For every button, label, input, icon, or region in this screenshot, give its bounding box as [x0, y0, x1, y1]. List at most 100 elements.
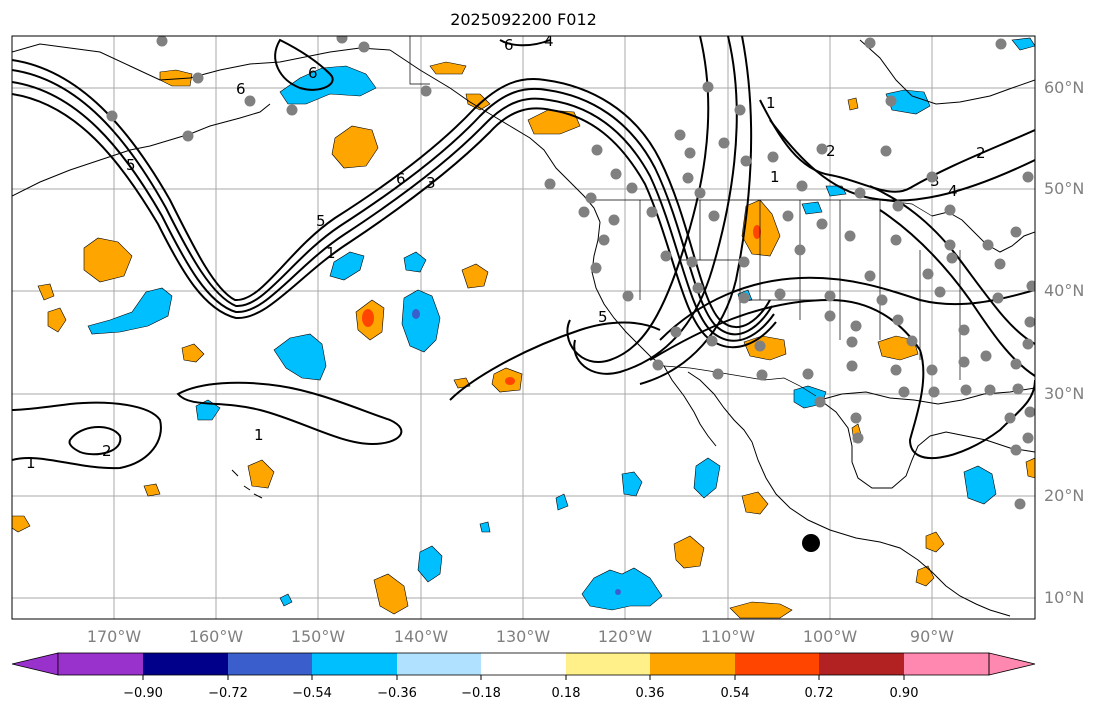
contour-labels: 6 3 5 1 1 2 1 1 1 2 3 4 2 5 6 6 5 6 4 — [26, 32, 986, 472]
station-marker — [844, 230, 856, 242]
contour-label: 2 — [976, 144, 986, 162]
station-marker — [852, 432, 864, 444]
colorbar-segment — [735, 653, 819, 675]
strong-negative-shading — [412, 309, 621, 595]
station-marker — [876, 294, 888, 306]
alaska-panhandle — [389, 49, 601, 223]
strong-positive-core — [753, 225, 761, 239]
colorbar-extend-high — [988, 652, 1036, 676]
station-marker — [712, 368, 724, 380]
positive-patch — [83, 237, 133, 283]
colorbar-segment — [143, 653, 228, 675]
lat-label-60n: 60°N — [1044, 78, 1084, 97]
positive-patch — [729, 601, 793, 619]
station-marker — [980, 350, 992, 362]
contour-label: 2 — [102, 442, 112, 460]
positive-patch — [429, 61, 467, 75]
station-marker — [934, 286, 946, 298]
station-marker — [682, 172, 694, 184]
station-marker — [718, 137, 730, 149]
negative-patch — [1011, 37, 1035, 51]
station-marker — [684, 147, 696, 159]
lon-label-90w: 90°W — [910, 627, 954, 646]
station-marker — [756, 369, 768, 381]
contour-line — [649, 298, 1035, 460]
contour-line — [499, 39, 551, 47]
station-marker — [1026, 280, 1035, 292]
negative-patch — [417, 545, 443, 583]
colorbar-segment — [650, 653, 735, 675]
station-marker — [754, 340, 766, 352]
colorbar-tick-label: 0.18 — [552, 686, 581, 701]
station-marker — [660, 250, 672, 262]
contour-label: 6 — [504, 36, 514, 54]
station-marker — [646, 206, 658, 218]
station-marker — [944, 239, 956, 251]
colorbar-tick-label: 0.90 — [890, 686, 919, 701]
contour-line — [449, 321, 661, 401]
lon-label-130w: 130°W — [496, 627, 551, 646]
strong-positive-core — [505, 377, 515, 385]
station-markers — [106, 36, 1035, 510]
station-marker — [802, 368, 814, 380]
station-marker — [995, 38, 1007, 50]
station-marker — [544, 178, 556, 190]
station-marker — [850, 412, 862, 424]
station-marker — [622, 290, 634, 302]
station-marker — [598, 234, 610, 246]
station-marker — [864, 270, 876, 282]
contour-label: 1 — [326, 244, 336, 262]
us-canada-border — [594, 199, 933, 217]
mexico-pacific-coast — [751, 441, 1011, 617]
station-marker — [892, 200, 904, 212]
station-marker — [610, 168, 622, 180]
colorbar-tick-label: −0.36 — [377, 686, 417, 701]
station-marker — [1010, 444, 1022, 456]
negative-patch — [581, 567, 663, 611]
negative-patch — [403, 251, 427, 273]
colorbar-tick-label: 0.36 — [636, 686, 665, 701]
hudson-bay — [859, 39, 1035, 105]
contour-label: 4 — [544, 32, 554, 50]
texas-coast — [819, 387, 1035, 405]
station-marker — [652, 359, 664, 371]
us-mexico-border — [663, 365, 817, 397]
station-marker — [740, 155, 752, 167]
station-marker — [286, 104, 298, 116]
station-marker — [1024, 316, 1035, 328]
positive-patch — [37, 283, 55, 301]
station-marker — [846, 336, 858, 348]
station-marker — [244, 95, 256, 107]
station-marker — [796, 180, 808, 192]
contour-line — [68, 425, 122, 456]
negative-patch — [963, 465, 997, 505]
alaska-canada-border — [409, 36, 430, 85]
contour-label: 1 — [26, 454, 36, 472]
station-marker — [892, 314, 904, 326]
station-marker — [854, 187, 866, 199]
station-marker — [958, 356, 970, 368]
hawaii-islands — [231, 469, 263, 499]
strong-negative-core — [412, 309, 420, 319]
station-marker — [880, 145, 892, 157]
station-marker — [906, 335, 918, 347]
negative-patch — [621, 471, 643, 497]
station-marker — [1004, 412, 1016, 424]
negative-patch — [401, 289, 441, 353]
lat-label-20n: 20°N — [1044, 486, 1084, 505]
contour-line — [573, 36, 738, 375]
station-marker — [816, 218, 828, 230]
positive-patch — [247, 459, 275, 489]
coastlines — [12, 39, 1035, 617]
lat-label-30n: 30°N — [1044, 384, 1084, 403]
station-marker — [1010, 226, 1022, 238]
station-marker — [926, 364, 938, 376]
contour-label: 6 — [308, 64, 318, 82]
negative-patch — [693, 457, 721, 499]
station-marker — [738, 292, 750, 304]
contour-line — [566, 36, 710, 363]
negative-patch — [87, 287, 173, 335]
station-marker — [824, 290, 836, 302]
baja-california — [663, 365, 717, 447]
